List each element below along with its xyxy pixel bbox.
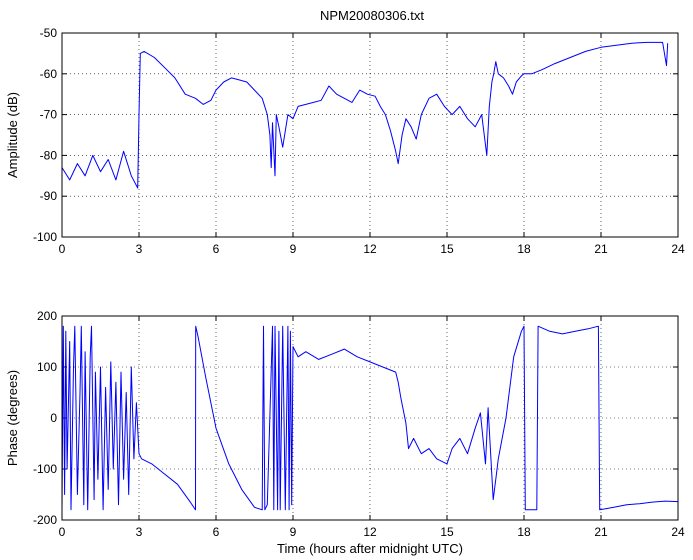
x-tick-label: 18 <box>517 242 531 256</box>
grid-lines <box>62 33 678 237</box>
x-tick-label: 9 <box>290 242 297 256</box>
series-line <box>61 325 679 511</box>
y-tick-labels: -200 -100 0 100 200 <box>33 309 57 527</box>
y-tick-label: -80 <box>40 148 58 162</box>
y-tick-label: 100 <box>37 360 57 374</box>
phase-plot: 0 3 6 9 12 15 18 21 24 -200 -100 0 100 200 Phase (de… <box>5 309 685 556</box>
y-axis-label: Amplitude (dB) <box>5 92 20 178</box>
x-tick-label: 3 <box>136 242 143 256</box>
y-tick-label: 200 <box>37 309 57 323</box>
x-tick-labels: 0 3 6 9 12 15 18 21 24 <box>59 525 685 539</box>
x-tick-label: 24 <box>671 525 685 539</box>
x-tick-label: 6 <box>213 525 220 539</box>
y-tick-labels: -100 -90 -80 -70 -60 -50 <box>33 26 57 244</box>
x-tick-label: 6 <box>213 242 220 256</box>
x-tick-label: 3 <box>136 525 143 539</box>
series-line <box>61 41 669 189</box>
x-axis-label: Time (hours after midnight UTC) <box>277 541 463 556</box>
y-tick-label: -90 <box>40 189 58 203</box>
y-axis-label: Phase (degrees) <box>5 370 20 466</box>
y-tick-label: -70 <box>40 108 58 122</box>
amplitude-plot: NPM20080306.txt 0 3 6 9 12 15 18 21 24 -100 -90 -8… <box>5 8 685 256</box>
y-tick-label: -50 <box>40 26 58 40</box>
x-tick-label: 18 <box>517 525 531 539</box>
x-tick-label: 12 <box>363 242 377 256</box>
x-tick-label: 15 <box>440 525 454 539</box>
grid-lines <box>62 316 678 520</box>
x-tick-label: 15 <box>440 242 454 256</box>
x-tick-label: 0 <box>59 525 66 539</box>
plot-area-frame <box>62 33 678 237</box>
x-tick-label: 21 <box>594 525 608 539</box>
plot-title: NPM20080306.txt <box>320 8 424 23</box>
series-group <box>61 325 679 511</box>
y-tick-label: -60 <box>40 67 58 81</box>
x-tick-label: 21 <box>594 242 608 256</box>
x-tick-label: 24 <box>671 242 685 256</box>
x-tick-labels: 0 3 6 9 12 15 18 21 24 <box>59 242 685 256</box>
y-tick-label: 0 <box>50 411 57 425</box>
axes-box <box>61 315 679 521</box>
x-tick-label: 0 <box>59 242 66 256</box>
series-group <box>61 41 669 189</box>
y-tick-label: -100 <box>33 462 57 476</box>
x-tick-label: 12 <box>363 525 377 539</box>
axes-box <box>61 32 679 238</box>
y-tick-label: -100 <box>33 230 57 244</box>
y-tick-label: -200 <box>33 513 57 527</box>
x-tick-label: 9 <box>290 525 297 539</box>
